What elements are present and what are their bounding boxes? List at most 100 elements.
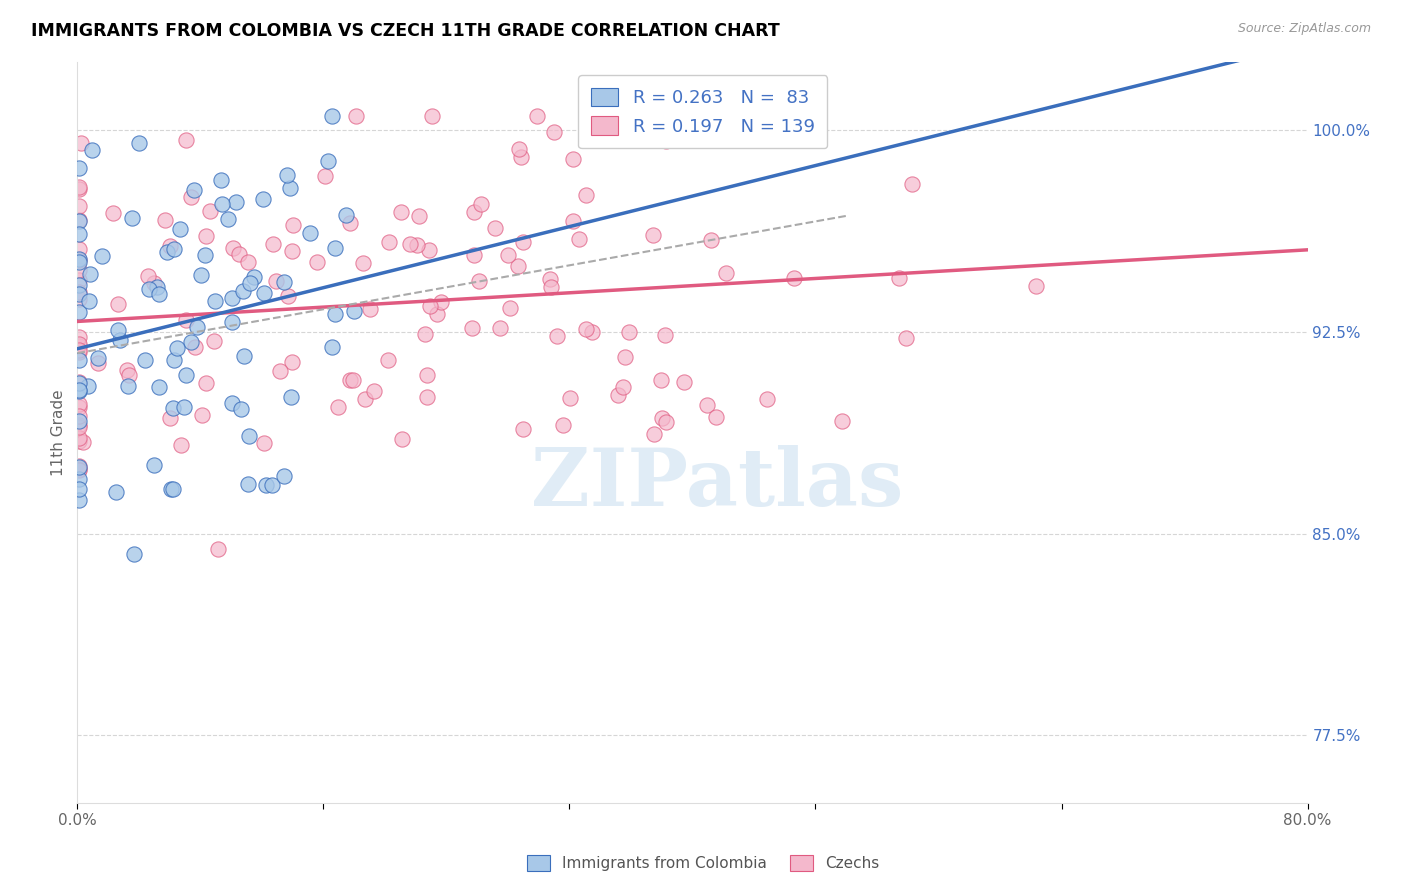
Point [67,337,90,351]
Point [617,325,640,339]
Point [643,228,665,243]
Point [70,136,93,150]
Point [67,339,90,353]
Point [526,109,548,123]
Point [558,392,581,406]
Point [87,356,110,370]
Point [512,235,534,249]
Point [273,275,295,289]
Point [198,203,221,218]
Point [162,401,184,416]
Point [901,178,924,192]
Point [896,331,918,345]
Point [173,400,195,414]
Point [128,136,150,150]
Point [714,266,737,280]
Point [353,392,375,406]
Point [316,154,339,169]
Point [575,321,598,335]
Point [180,334,202,349]
Point [262,237,284,252]
Point [67,273,90,287]
Point [264,274,287,288]
Point [67,343,90,358]
Point [107,323,129,337]
Point [831,414,853,428]
Point [650,373,672,387]
Point [79,267,101,281]
Legend: R = 0.263   N =  83, R = 0.197   N = 139: R = 0.263 N = 83, R = 0.197 N = 139 [578,75,827,148]
Point [194,376,217,390]
Point [67,376,90,390]
Point [1025,279,1047,293]
Point [159,239,181,253]
Point [174,368,197,383]
Point [67,243,90,257]
Point [339,217,361,231]
Point [108,334,131,348]
Point [420,109,443,123]
Point [162,482,184,496]
Point [67,376,90,390]
Point [186,319,208,334]
Point [696,398,718,412]
Point [67,397,90,411]
Point [225,195,247,210]
Point [252,192,274,206]
Point [546,329,568,343]
Point [67,344,90,359]
Point [148,286,170,301]
Point [163,242,186,256]
Point [236,255,259,269]
Point [67,292,90,306]
Point [67,253,90,268]
Point [413,327,436,342]
Point [195,228,218,243]
Point [655,134,678,148]
Point [191,408,214,422]
Point [136,268,159,283]
Point [581,325,603,339]
Point [239,277,262,291]
Point [67,430,90,444]
Point [281,244,304,258]
Point [211,196,233,211]
Point [67,353,90,368]
Point [540,280,562,294]
Point [117,378,139,392]
Point [159,410,181,425]
Point [321,340,343,354]
Point [67,161,90,175]
Point [67,414,90,428]
Point [67,458,90,473]
Point [67,482,90,496]
Point [399,236,422,251]
Point [67,420,90,434]
Point [463,248,485,262]
Point [148,380,170,394]
Point [76,379,98,393]
Point [696,119,718,133]
Point [176,133,198,147]
Point [72,434,94,449]
Point [262,478,284,492]
Point [209,172,232,186]
Point [538,272,561,286]
Point [391,432,413,446]
Point [756,392,779,406]
Point [325,241,347,255]
Point [468,274,491,288]
Point [430,295,453,310]
Point [138,282,160,296]
Point [299,227,322,241]
Point [389,204,412,219]
Point [278,180,301,194]
Point [156,245,179,260]
Point [202,334,225,348]
Point [77,294,100,309]
Point [359,301,381,316]
Point [222,241,245,255]
Point [326,400,349,414]
Point [543,125,565,139]
Point [228,247,250,261]
